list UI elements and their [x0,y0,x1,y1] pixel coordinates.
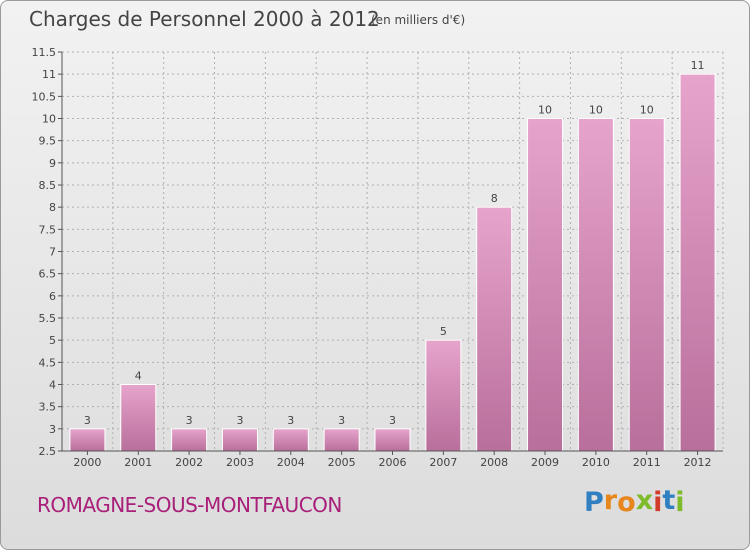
y-tick-label: 11 [42,68,56,81]
y-tick-label: 8.5 [39,179,57,192]
data-label: 10 [538,104,552,117]
y-tick-label: 6 [49,290,56,303]
bar [120,384,157,452]
bar [374,428,411,452]
bar [628,118,665,452]
x-tick-label: 2012 [684,456,712,469]
bar [425,339,462,452]
x-tick-label: 2011 [633,456,661,469]
x-tick-label: 2000 [73,456,101,469]
data-label: 3 [84,414,91,427]
data-label: 3 [338,414,345,427]
y-tick-label: 6.5 [39,268,57,281]
y-tick-label: 11.5 [32,46,57,59]
chart-subtitle: (en milliers d'€) [371,13,466,27]
chart-title: Charges de Personnel 2000 à 2012 [29,7,380,31]
y-tick-label: 3 [49,423,56,436]
bar [272,428,309,452]
bar [221,428,258,452]
bar [69,428,106,452]
y-tick-label: 2.5 [39,445,57,458]
y-tick-label: 4 [49,379,56,392]
axes: 2.5 3 3.5 4 4.5 5 5.5 6 6.5 7 7.5 8 8.5 9 9.5 10 10.5 11 1… [32,46,723,469]
logo-letter: r [603,485,618,516]
y-tick-label: 3.5 [39,401,57,414]
y-tick-label: 8 [49,201,56,214]
logo-letter: P [584,487,604,518]
grid-lines [61,51,724,452]
logo-letter: t [662,485,676,516]
logo-letter: i [675,487,685,518]
place-name: ROMAGNE-SOUS-MONTFAUCON [37,493,342,517]
y-tick-label: 4.5 [39,356,57,369]
data-label: 3 [236,414,243,427]
bar [577,118,614,452]
x-tick-label: 2009 [531,456,559,469]
bar [527,118,564,452]
data-label: 8 [491,192,498,205]
logo-letter: i [653,487,663,518]
data-label: 4 [135,370,142,383]
data-label: 10 [640,104,654,117]
bar [323,428,360,452]
data-label: 3 [186,414,193,427]
bar [476,206,513,452]
x-tick-label: 2010 [582,456,610,469]
x-tick-label: 2003 [226,456,254,469]
logo-letter: o [617,487,636,518]
data-label: 3 [287,414,294,427]
bars: 3 4 3 3 3 3 3 5 8 10 10 10 11 [69,59,716,452]
y-tick-label: 5.5 [39,312,57,325]
data-label: 11 [691,59,705,72]
y-tick-label: 7 [49,246,56,259]
y-tick-label: 7.5 [39,223,57,236]
y-tick-label: 9 [49,157,56,170]
y-tick-label: 9.5 [39,135,57,148]
bar [171,428,208,452]
x-tick-label: 2004 [277,456,305,469]
data-label: 5 [440,325,447,338]
data-label: 10 [589,104,603,117]
x-tick-label: 2002 [175,456,203,469]
logo-letter: x [635,485,654,516]
x-tick-label: 2007 [429,456,457,469]
data-label: 3 [389,414,396,427]
y-tick-label: 5 [49,334,56,347]
proxiti-logo[interactable]: Proxiti [584,485,685,518]
x-tick-label: 2001 [124,456,152,469]
y-tick-label: 10.5 [32,90,57,103]
y-tick-label: 10 [42,113,56,126]
x-tick-label: 2006 [379,456,407,469]
x-tick-label: 2005 [328,456,356,469]
x-tick-label: 2008 [480,456,508,469]
bar [679,73,716,452]
